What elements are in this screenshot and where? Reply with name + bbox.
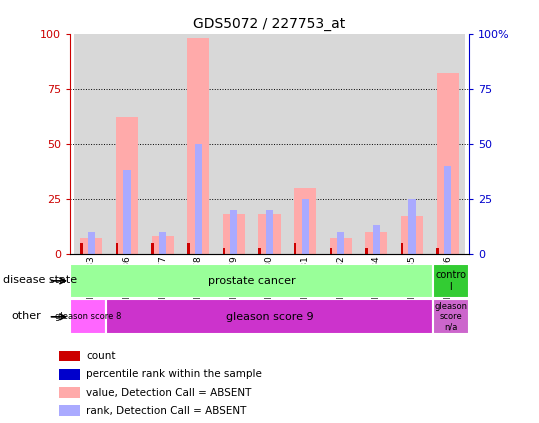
Bar: [223, 214, 245, 254]
Text: contro
l: contro l: [436, 270, 466, 292]
Bar: [287, 34, 323, 254]
Bar: [294, 188, 316, 254]
Text: gleason score 9: gleason score 9: [226, 312, 313, 322]
Bar: [145, 34, 181, 254]
Bar: [187, 38, 209, 254]
Bar: [373, 225, 380, 254]
Bar: [187, 243, 190, 254]
Text: count: count: [86, 351, 116, 361]
Bar: [116, 118, 138, 254]
Bar: [230, 210, 238, 254]
Title: GDS5072 / 227753_at: GDS5072 / 227753_at: [194, 17, 345, 31]
Bar: [330, 239, 352, 254]
Bar: [394, 34, 430, 254]
Bar: [259, 214, 280, 254]
Bar: [80, 243, 82, 254]
Bar: [337, 232, 344, 254]
Bar: [433, 299, 469, 334]
Bar: [181, 34, 216, 254]
Bar: [80, 239, 102, 254]
Bar: [123, 170, 130, 254]
Bar: [430, 34, 465, 254]
Text: value, Detection Call = ABSENT: value, Detection Call = ABSENT: [86, 387, 252, 398]
Bar: [323, 34, 358, 254]
Text: disease state: disease state: [3, 275, 77, 285]
Bar: [159, 232, 166, 254]
Bar: [106, 299, 433, 334]
Bar: [400, 243, 403, 254]
Bar: [195, 144, 202, 254]
Text: rank, Detection Call = ABSENT: rank, Detection Call = ABSENT: [86, 406, 246, 416]
Bar: [301, 199, 309, 254]
Bar: [433, 264, 469, 298]
Bar: [216, 34, 252, 254]
Bar: [444, 166, 451, 254]
Bar: [365, 232, 388, 254]
Bar: [59, 351, 80, 361]
Bar: [88, 232, 95, 254]
Bar: [223, 248, 225, 254]
Bar: [59, 387, 80, 398]
Bar: [401, 217, 423, 254]
Bar: [437, 74, 459, 254]
Bar: [258, 248, 261, 254]
Bar: [109, 34, 145, 254]
Bar: [365, 248, 368, 254]
Text: percentile rank within the sample: percentile rank within the sample: [86, 369, 262, 379]
Bar: [437, 248, 439, 254]
Bar: [116, 243, 119, 254]
Bar: [59, 406, 80, 416]
Text: gleason score 8: gleason score 8: [55, 312, 121, 321]
Bar: [252, 34, 287, 254]
Text: gleason
score
n/a: gleason score n/a: [434, 302, 467, 332]
Bar: [151, 243, 154, 254]
Bar: [74, 34, 109, 254]
Bar: [266, 210, 273, 254]
Bar: [409, 199, 416, 254]
Bar: [70, 299, 106, 334]
Bar: [294, 243, 296, 254]
Bar: [151, 236, 174, 254]
Bar: [59, 369, 80, 379]
Bar: [358, 34, 394, 254]
Bar: [329, 248, 332, 254]
Text: prostate cancer: prostate cancer: [208, 276, 295, 286]
Text: other: other: [12, 311, 42, 321]
